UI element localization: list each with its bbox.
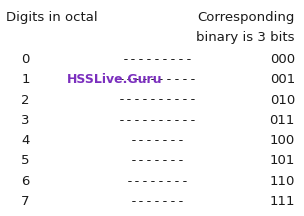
Text: HSSLive.Guru: HSSLive.Guru: [67, 73, 162, 86]
Text: 111: 111: [269, 195, 295, 208]
Text: 6: 6: [21, 175, 30, 188]
Text: --------: --------: [126, 175, 190, 188]
Text: 100: 100: [270, 134, 295, 147]
Text: 0: 0: [21, 53, 30, 66]
Text: 001: 001: [270, 73, 295, 86]
Text: 101: 101: [270, 154, 295, 167]
Text: ----------: ----------: [118, 94, 198, 106]
Text: 010: 010: [270, 94, 295, 106]
Text: 7: 7: [21, 195, 30, 208]
Text: -------: -------: [130, 134, 186, 147]
Text: Digits in octal: Digits in octal: [6, 11, 98, 24]
Text: 3: 3: [21, 114, 30, 127]
Text: ----------: ----------: [118, 73, 198, 86]
Text: 011: 011: [270, 114, 295, 127]
Text: binary is 3 bits: binary is 3 bits: [196, 31, 295, 44]
Text: -------: -------: [130, 154, 186, 167]
Text: ---------: ---------: [122, 53, 194, 66]
Text: Corresponding: Corresponding: [198, 11, 295, 24]
Text: 110: 110: [270, 175, 295, 188]
Text: ----------: ----------: [118, 114, 198, 127]
Text: 5: 5: [21, 154, 30, 167]
Text: -------: -------: [130, 195, 186, 208]
Text: 4: 4: [21, 134, 30, 147]
Text: 2: 2: [21, 94, 30, 106]
Text: 000: 000: [270, 53, 295, 66]
Text: 1: 1: [21, 73, 30, 86]
